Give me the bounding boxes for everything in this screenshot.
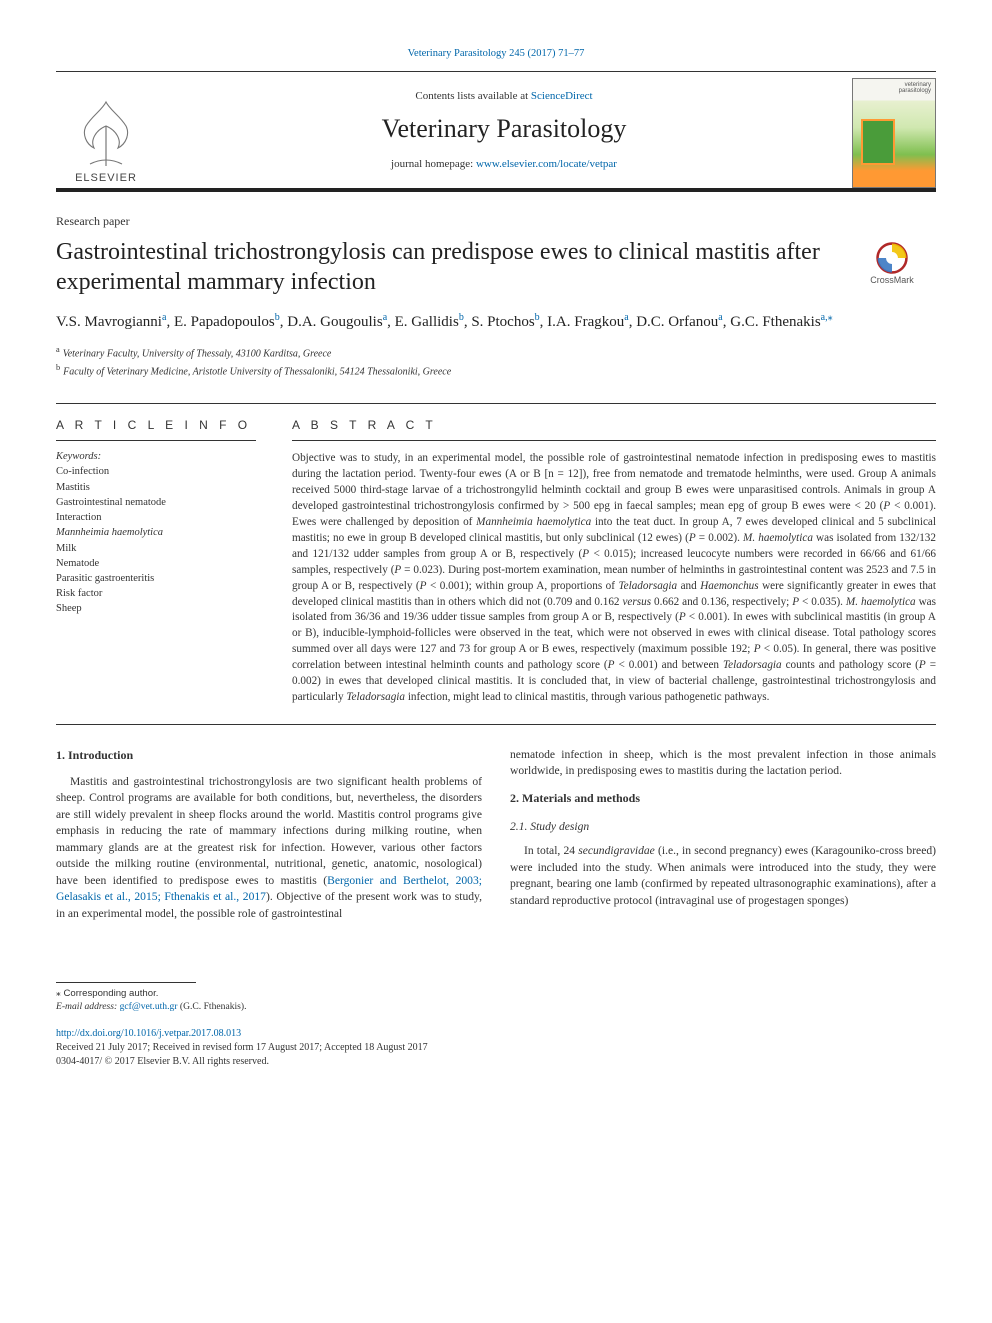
section-1-para: Mastitis and gastrointestinal trichostro…: [56, 774, 482, 922]
homepage-prefix: journal homepage:: [391, 158, 476, 170]
doi-line: http://dx.doi.org/10.1016/j.vetpar.2017.…: [56, 1027, 936, 1041]
publisher-name: ELSEVIER: [75, 172, 137, 184]
keyword-item: Interaction: [56, 510, 256, 525]
divider: [56, 724, 936, 725]
divider: [56, 403, 936, 404]
keyword-item: Risk factor: [56, 586, 256, 601]
body-columns: 1. Introduction Mastitis and gastrointes…: [56, 747, 936, 926]
doi-link[interactable]: http://dx.doi.org/10.1016/j.vetpar.2017.…: [56, 1028, 241, 1039]
keyword-item: Parasitic gastroenteritis: [56, 571, 256, 586]
paper-title: Gastrointestinal trichostrongylosis can …: [56, 237, 832, 297]
email-link[interactable]: gcf@vet.uth.gr: [120, 1001, 178, 1012]
received-line: Received 21 July 2017; Received in revis…: [56, 1041, 936, 1055]
email-line: E-mail address: gcf@vet.uth.gr (G.C. Fth…: [56, 1000, 936, 1013]
journal-title: Veterinary Parasitology: [166, 114, 842, 144]
email-label: E-mail address:: [56, 1001, 117, 1012]
cover-graphic: [861, 119, 895, 165]
journal-cover-thumb: veterinaryparasitology: [852, 78, 936, 188]
section-1-para-cont: nematode infection in sheep, which is th…: [510, 747, 936, 780]
article-info-col: A R T I C L E I N F O Keywords: Co-infec…: [56, 418, 256, 706]
keyword-item: Co-infection: [56, 464, 256, 479]
keywords-list: Co-infectionMastitisGastrointestinal nem…: [56, 464, 256, 616]
top-citation-link[interactable]: Veterinary Parasitology 245 (2017) 71–77: [408, 48, 585, 59]
affiliation-a: aVeterinary Faculty, University of Thess…: [56, 344, 936, 362]
publisher-logo: ELSEVIER: [56, 78, 156, 188]
keyword-item: Gastrointestinal nematode: [56, 495, 256, 510]
abstract-col: A B S T R A C T Objective was to study, …: [292, 418, 936, 706]
sciencedirect-link[interactable]: ScienceDirect: [531, 90, 593, 102]
affiliation-b: bFaculty of Veterinary Medicine, Aristot…: [56, 362, 936, 380]
homepage-line: journal homepage: www.elsevier.com/locat…: [166, 158, 842, 170]
elsevier-tree-icon: [72, 96, 140, 170]
keyword-item: Milk: [56, 541, 256, 556]
keyword-item: Mannheimia haemolytica: [56, 525, 256, 540]
section-2-1-head: 2.1. Study design: [510, 819, 936, 835]
footer: ⁎ Corresponding author. E-mail address: …: [56, 982, 936, 1070]
keywords-label: Keywords:: [56, 451, 256, 462]
header-center: Contents lists available at ScienceDirec…: [166, 78, 842, 188]
article-info-head: A R T I C L E I N F O: [56, 418, 256, 432]
corresponding-author: ⁎ Corresponding author.: [56, 987, 936, 1000]
crossmark-icon: [875, 241, 909, 275]
section-2-1-para: In total, 24 secundigravidae (i.e., in s…: [510, 843, 936, 909]
homepage-link[interactable]: www.elsevier.com/locate/vetpar: [476, 158, 617, 170]
keyword-item: Sheep: [56, 601, 256, 616]
info-abstract-row: A R T I C L E I N F O Keywords: Co-infec…: [56, 418, 936, 706]
crossmark-badge[interactable]: CrossMark: [848, 237, 936, 289]
section-1-head: 1. Introduction: [56, 747, 482, 764]
authors: V.S. Mavrogiannia, E. Papadopoulosb, D.A…: [56, 311, 936, 334]
paper-type: Research paper: [56, 214, 936, 229]
section-2-head: 2. Materials and methods: [510, 790, 936, 807]
contents-line: Contents lists available at ScienceDirec…: [166, 90, 842, 102]
cover-label: veterinaryparasitology: [899, 82, 931, 94]
copyright-line: 0304-4017/ © 2017 Elsevier B.V. All righ…: [56, 1055, 936, 1069]
keyword-item: Nematode: [56, 556, 256, 571]
journal-header: ELSEVIER Contents lists available at Sci…: [56, 71, 936, 192]
top-citation: Veterinary Parasitology 245 (2017) 71–77: [56, 48, 936, 59]
abstract-head: A B S T R A C T: [292, 418, 936, 432]
page: Veterinary Parasitology 245 (2017) 71–77…: [0, 0, 992, 1101]
title-row: Gastrointestinal trichostrongylosis can …: [56, 237, 936, 297]
abstract-text: Objective was to study, in an experiment…: [292, 451, 936, 706]
email-paren: (G.C. Fthenakis).: [180, 1001, 247, 1012]
affiliations: aVeterinary Faculty, University of Thess…: [56, 344, 936, 380]
contents-prefix: Contents lists available at: [415, 90, 530, 102]
crossmark-label: CrossMark: [870, 275, 914, 285]
keyword-item: Mastitis: [56, 480, 256, 495]
